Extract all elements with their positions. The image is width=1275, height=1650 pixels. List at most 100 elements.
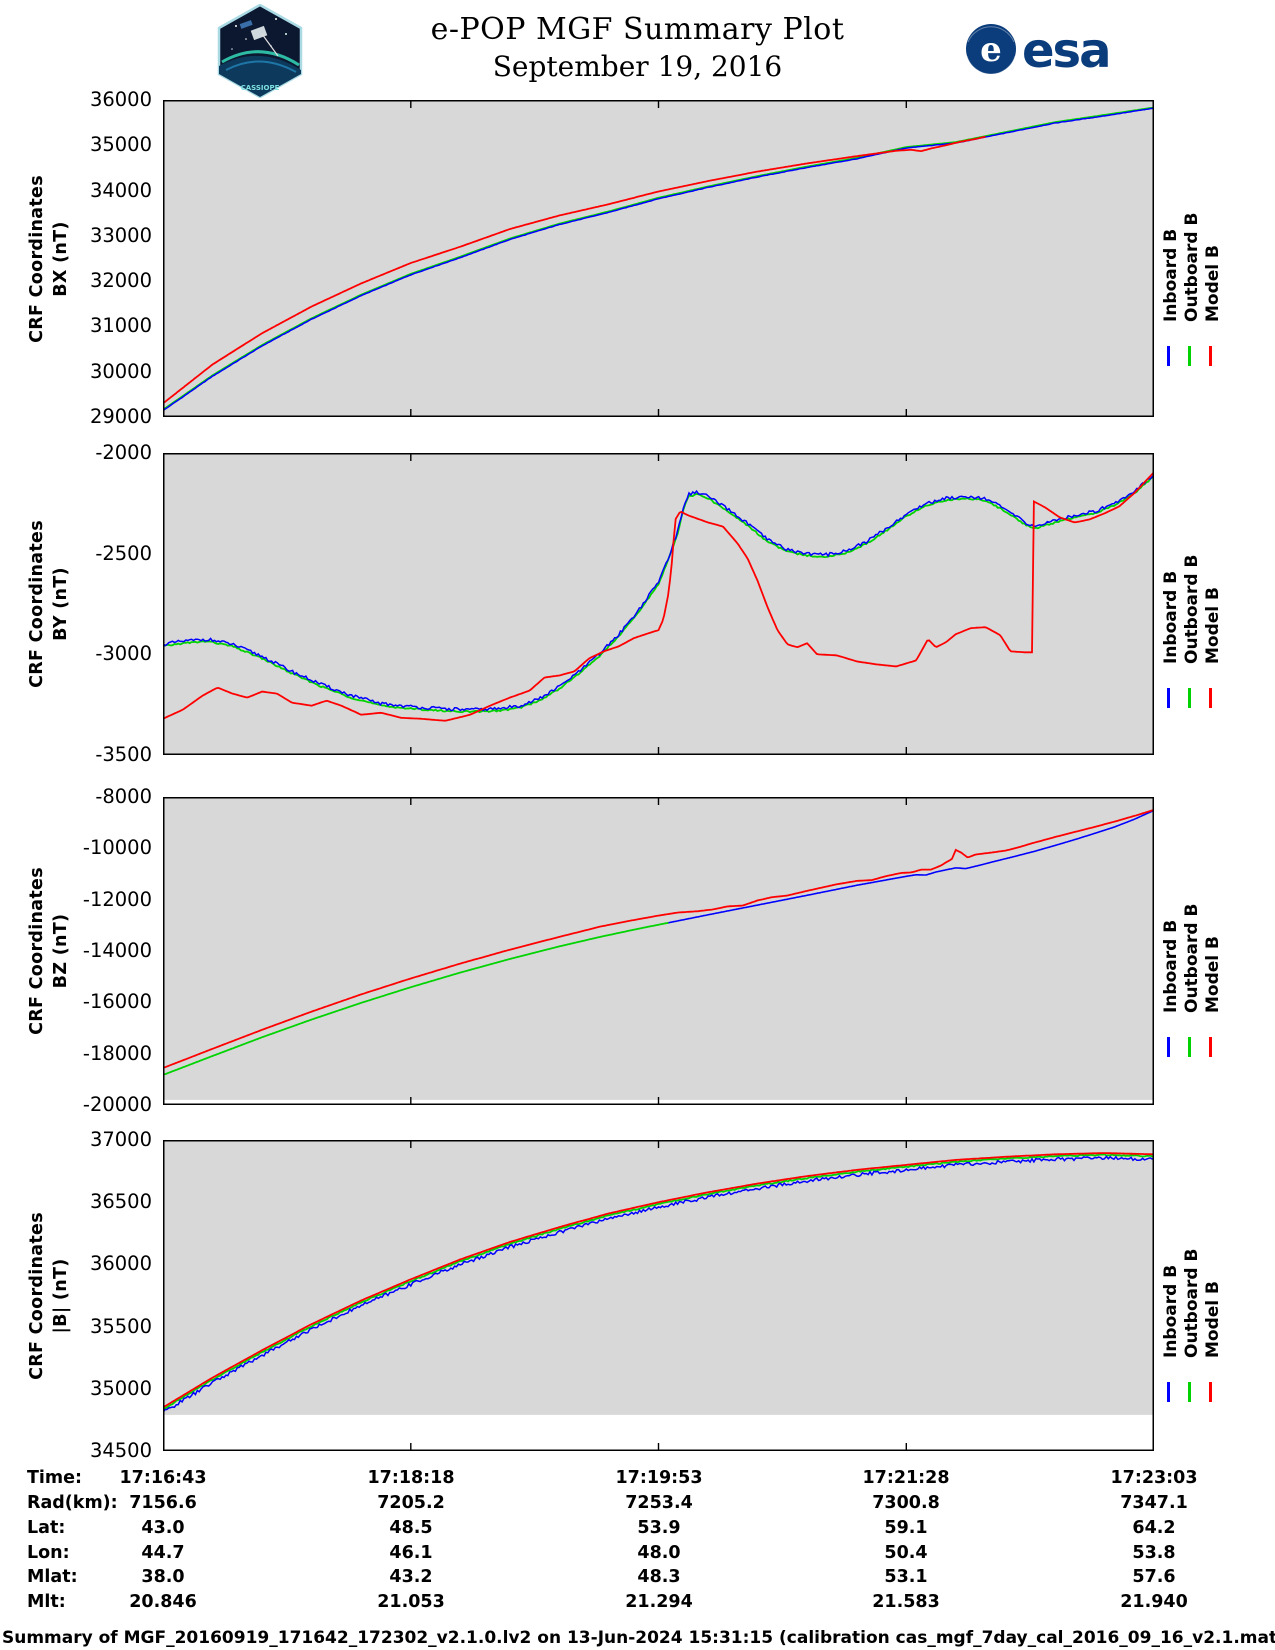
plot-background: [163, 797, 1154, 1100]
legend-line-sample: [1167, 1382, 1170, 1402]
series-line-inboard-b: [668, 809, 1154, 924]
table-cell: 48.3: [637, 1567, 681, 1587]
table-cell: 64.2: [1132, 1518, 1176, 1538]
legend-line-sample: [1188, 688, 1191, 708]
plot-background: [163, 1140, 1154, 1415]
table-cell: 53.1: [884, 1567, 928, 1587]
y-tick-label: 36000: [89, 88, 152, 111]
panel-bx-y-axis-label: CRF Coordinates: [27, 175, 47, 343]
legend-line-sample: [1209, 346, 1212, 366]
table-cell: 17:23:03: [1110, 1468, 1198, 1488]
summary-footer-text: Summary of MGF_20160919_171642_172302_v2…: [2, 1628, 1275, 1648]
legend-label-inboard-b: Inboard B: [1161, 919, 1181, 1013]
y-tick-label: -16000: [82, 990, 152, 1013]
y-tick-label: -18000: [82, 1042, 152, 1065]
table-row-label: Time:: [27, 1468, 83, 1488]
esa-logo-icon: e esa: [966, 23, 1112, 79]
legend-line-sample: [1167, 688, 1170, 708]
plot-background: [163, 453, 1154, 755]
legend-label-outboard-b: Outboard B: [1182, 903, 1202, 1013]
legend-label-inboard-b: Inboard B: [1161, 1264, 1181, 1358]
y-tick-label: 36000: [89, 1252, 152, 1275]
table-cell: 48.0: [637, 1543, 681, 1563]
panel-by-plot: [163, 453, 1154, 755]
esa-wordmark: esa: [1022, 23, 1110, 79]
table-cell: 17:19:53: [615, 1468, 703, 1488]
plot-background: [163, 100, 1154, 417]
table-cell: 53.9: [637, 1518, 681, 1538]
series-line-outboard-b: [163, 475, 1154, 714]
table-cell: 57.6: [1132, 1567, 1176, 1587]
y-tick-label: 34000: [89, 179, 152, 202]
series-line-outboard-b: [163, 106, 1154, 411]
esa-globe-icon: [966, 24, 1016, 74]
legend-label-outboard-b: Outboard B: [1182, 1248, 1202, 1358]
panel-by-y-axis-label: CRF Coordinates: [27, 520, 47, 688]
table-cell: 7253.4: [625, 1493, 693, 1513]
legend-line-sample: [1209, 688, 1212, 708]
svg-text:e: e: [980, 30, 1002, 70]
y-tick-label: 35000: [89, 1377, 152, 1400]
table-row-label: Lat:: [27, 1518, 66, 1538]
table-cell: 21.053: [377, 1592, 445, 1612]
table-cell: 38.0: [141, 1567, 185, 1587]
table-cell: 21.294: [625, 1592, 693, 1612]
panel-border: [163, 100, 1154, 417]
legend-label-outboard-b: Outboard B: [1182, 554, 1202, 664]
panel-bz-y-axis-label: CRF Coordinates: [27, 867, 47, 1035]
y-tick-label: 36500: [89, 1190, 152, 1213]
panel-bx-y-axis-label: BX (nT): [51, 221, 71, 297]
patch-satellite: [239, 20, 279, 57]
y-tick-label: 33000: [89, 224, 152, 247]
series-line-inboard-b: [163, 107, 1154, 412]
y-tick-label: -20000: [82, 1093, 152, 1116]
y-tick-label: -3500: [95, 743, 152, 766]
table-cell: 21.583: [872, 1592, 940, 1612]
panel-bz-y-axis-label: BZ (nT): [51, 913, 71, 989]
panel-bx-plot: [163, 100, 1154, 417]
y-tick-label: 29000: [89, 405, 152, 428]
series-line-model-b: [163, 135, 986, 405]
table-cell: 7156.6: [129, 1493, 197, 1513]
legend-label-model-b: Model B: [1203, 245, 1223, 322]
table-cell: 17:16:43: [119, 1468, 207, 1488]
y-tick-label: -12000: [82, 888, 152, 911]
page-subtitle: September 19, 2016: [492, 50, 783, 83]
series-line-inboard-b: [163, 474, 1154, 712]
y-tick-label: -10000: [82, 836, 152, 859]
table-cell: 46.1: [389, 1543, 433, 1563]
legend-label-model-b: Model B: [1203, 936, 1223, 1013]
patch-aurora: [221, 50, 300, 67]
panel-border: [163, 1140, 1154, 1451]
y-tick-label: 34500: [89, 1439, 152, 1462]
table-row-label: Lon:: [27, 1543, 70, 1563]
y-tick-label: -2500: [95, 542, 152, 565]
panel-border: [163, 797, 1154, 1105]
legend-label-inboard-b: Inboard B: [1161, 228, 1181, 322]
y-tick-label: -2000: [95, 441, 152, 464]
y-tick-label: -14000: [82, 939, 152, 962]
table-cell: 53.8: [1132, 1543, 1176, 1563]
legend-label-outboard-b: Outboard B: [1182, 212, 1202, 322]
table-cell: 7300.8: [872, 1493, 940, 1513]
y-tick-label: 35000: [89, 133, 152, 156]
panel-border: [163, 453, 1154, 755]
table-cell: 43.2: [389, 1567, 433, 1587]
table-cell: 44.7: [141, 1543, 185, 1563]
legend-label-model-b: Model B: [1203, 1281, 1223, 1358]
legend-line-sample: [1167, 1037, 1170, 1057]
series-line-outboard-b: [163, 921, 669, 1076]
table-row-label: Mlat:: [27, 1567, 78, 1587]
legend-line-sample: [1209, 1037, 1212, 1057]
y-tick-label: 32000: [89, 269, 152, 292]
table-cell: 21.940: [1120, 1592, 1188, 1612]
panel-bmag-y-axis-label: CRF Coordinates: [27, 1212, 47, 1380]
table-cell: 48.5: [389, 1518, 433, 1538]
page-title: e-POP MGF Summary Plot: [430, 12, 845, 47]
table-cell: 50.4: [884, 1543, 928, 1563]
legend-line-sample: [1188, 1382, 1191, 1402]
series-line-outboard-b: [163, 1153, 1154, 1411]
y-tick-label: 37000: [89, 1128, 152, 1151]
panel-bmag-y-axis-label: |B| (nT): [51, 1258, 71, 1334]
table-row-label: Rad(km):: [27, 1493, 118, 1513]
